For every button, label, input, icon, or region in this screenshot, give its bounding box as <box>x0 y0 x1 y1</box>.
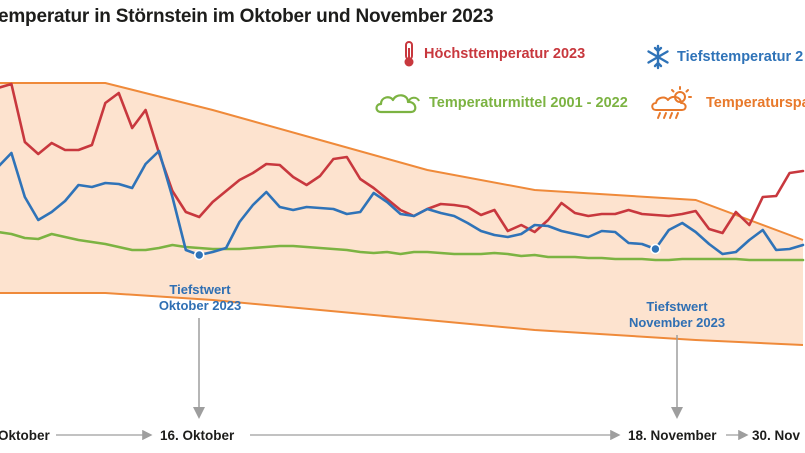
annotation-oct-low-line1: Tiefstwert <box>169 282 231 297</box>
cloud-icon <box>375 94 420 114</box>
axis-label-oktober: Oktober <box>0 428 50 443</box>
low-point-nov-marker <box>650 243 661 255</box>
annotation-nov-low-line2: November 2023 <box>628 315 726 330</box>
range-upper-line <box>0 82 804 241</box>
low-point-oct-marker <box>193 249 205 261</box>
legend-min-label: Tiefsttemperatur 2 <box>677 49 804 65</box>
legend-max-label: Höchsttemperatur 2023 <box>424 46 586 62</box>
legend-avg-label: Temperaturmittel 2001 - 2022 <box>429 95 628 111</box>
annotation-nov-low-line1: Tiefstwert <box>646 299 708 314</box>
axis-label-18-november: 18. November <box>628 428 717 443</box>
legend-range-label: Temperaturspa <box>706 95 805 111</box>
thermometer-icon <box>404 41 414 67</box>
annotation-nov-low: Tiefstwert November 2023 <box>617 299 737 331</box>
axis-label-16-oktober: 16. Oktober <box>160 428 235 443</box>
axis-label-30-november: 30. Nov <box>752 428 801 443</box>
snowflake-icon <box>647 44 669 70</box>
range-lower-line <box>0 292 804 346</box>
chart-title: emperatur in Störnstein im Oktober und N… <box>0 6 494 27</box>
annotation-oct-low: Tiefstwert Oktober 2023 <box>140 282 260 314</box>
sun-cloud-rain-icon <box>651 86 692 119</box>
legend-range: Temperaturspa <box>650 86 805 120</box>
legend-avg: Temperaturmittel 2001 - 2022 <box>373 90 628 116</box>
series-line-min <box>0 149 805 257</box>
legend-max: Höchsttemperatur 2023 <box>400 40 585 68</box>
legend-min: Tiefsttemperatur 2 <box>645 44 803 70</box>
annotation-oct-low-line2: Oktober 2023 <box>158 298 242 313</box>
series-line-max <box>0 82 805 235</box>
series-line-avg <box>0 230 805 262</box>
